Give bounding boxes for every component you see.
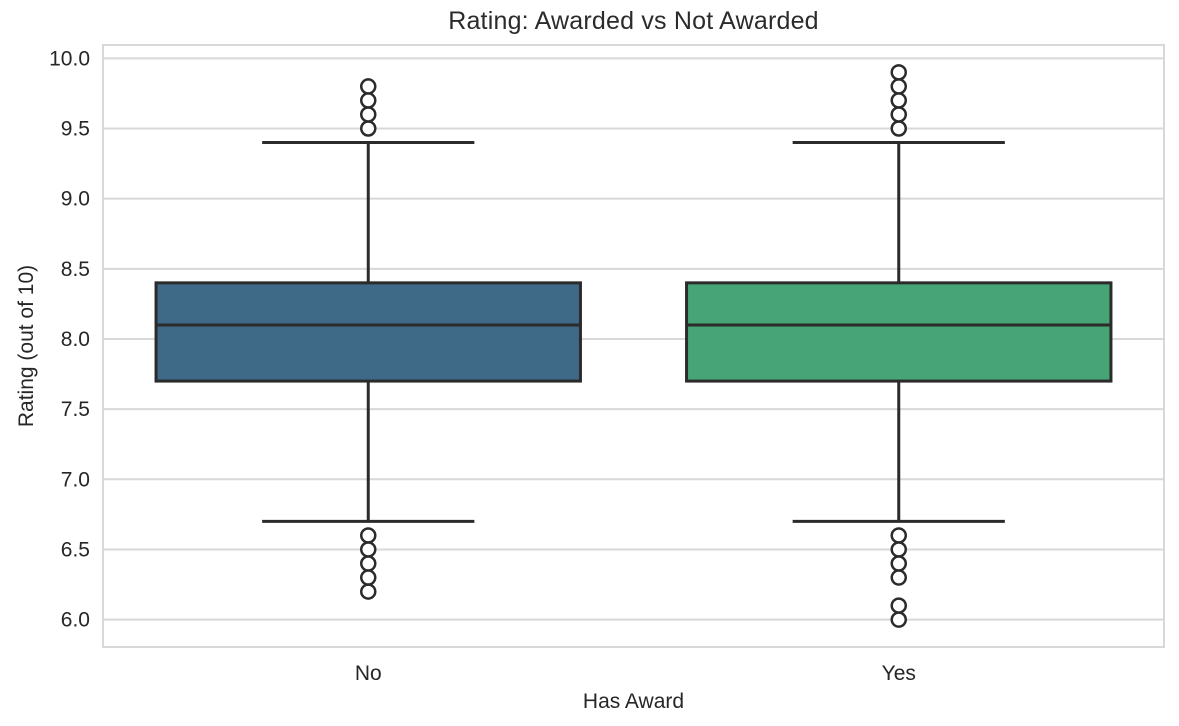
- box-yes: [685, 281, 1113, 383]
- outlier-point: [360, 569, 377, 586]
- outlier-point: [890, 555, 907, 572]
- outlier-point: [360, 541, 377, 558]
- outlier-point: [890, 64, 907, 81]
- y-tick-label: 8.5: [61, 258, 90, 281]
- outlier-point: [890, 597, 907, 614]
- outlier-point: [360, 78, 377, 95]
- outlier-point: [890, 569, 907, 586]
- outlier-point: [360, 92, 377, 109]
- y-tick-label: 6.5: [61, 538, 90, 561]
- outlier-point: [890, 611, 907, 628]
- x-tick-label: Yes: [882, 662, 916, 685]
- outlier-point: [890, 106, 907, 123]
- y-tick-label: 7.5: [61, 398, 90, 421]
- outlier-point: [360, 106, 377, 123]
- box-no: [154, 281, 582, 383]
- outlier-point: [890, 78, 907, 95]
- x-axis-label: Has Award: [582, 690, 685, 713]
- y-tick-label: 7.0: [61, 468, 90, 491]
- y-tick-label: 10.0: [49, 47, 90, 70]
- y-tick-label: 6.0: [61, 609, 90, 632]
- y-tick-label: 9.5: [61, 117, 90, 140]
- outlier-point: [360, 527, 377, 544]
- plot-border: [102, 44, 1165, 648]
- outlier-point: [360, 120, 377, 137]
- outlier-point: [890, 120, 907, 137]
- chart-title: Rating: Awarded vs Not Awarded: [448, 7, 819, 35]
- outlier-point: [890, 527, 907, 544]
- outlier-point: [360, 555, 377, 572]
- y-tick-label: 8.0: [61, 328, 90, 351]
- outlier-point: [360, 583, 377, 600]
- outlier-point: [890, 92, 907, 109]
- outlier-point: [890, 541, 907, 558]
- x-tick-label: No: [355, 662, 382, 685]
- y-tick-label: 9.0: [61, 188, 90, 211]
